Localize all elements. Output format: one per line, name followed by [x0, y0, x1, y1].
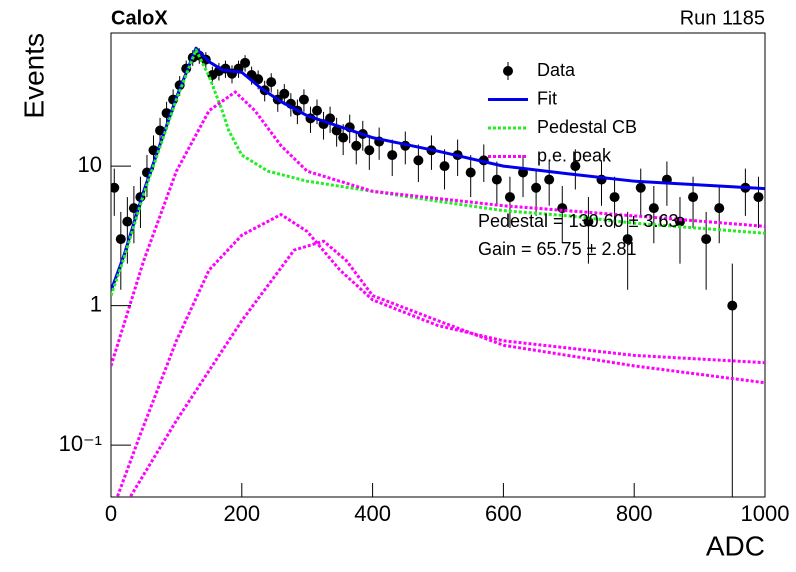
chart-title: CaloX	[111, 7, 168, 29]
plot-area	[111, 46, 765, 497]
chart-subtitle: Run 1185	[680, 7, 765, 29]
data-point	[688, 192, 699, 203]
data-point	[491, 174, 502, 185]
data-point	[413, 155, 424, 166]
y-axis-label: Events	[18, 33, 49, 119]
x-tick-label: 0	[105, 501, 117, 526]
annotation: Pedestal = 130.60 ± 3.63	[478, 211, 679, 231]
legend-label: Data	[537, 60, 576, 80]
x-axis-label: ADC	[706, 530, 765, 561]
data-point	[465, 167, 476, 178]
data-point	[111, 182, 120, 193]
data-point	[727, 300, 738, 311]
legend-label: Pedestal CB	[537, 117, 637, 137]
data-point	[439, 161, 450, 172]
data-point	[325, 113, 336, 124]
data-point	[351, 140, 362, 151]
plot-frame	[110, 32, 766, 498]
data-point	[674, 216, 685, 227]
y-tick-label: 10	[78, 152, 102, 177]
legend-label: p.e. peak	[537, 145, 612, 165]
data-point	[531, 182, 542, 193]
fit-curve	[111, 48, 765, 297]
fit-curve	[129, 239, 765, 497]
data-point	[312, 105, 323, 116]
data-point	[753, 192, 764, 203]
data-point	[504, 192, 515, 203]
y-tick-label: 1	[90, 291, 102, 316]
legend-label: Fit	[537, 88, 557, 108]
data-point	[622, 234, 633, 245]
x-tick-label: 1000	[741, 501, 790, 526]
data-point	[701, 234, 712, 245]
x-tick-label: 800	[616, 501, 653, 526]
x-tick-label: 400	[354, 501, 391, 526]
annotation: Gain = 65.75 ± 2.81	[478, 239, 637, 259]
data-point	[331, 125, 342, 136]
data-point	[570, 161, 581, 172]
data-point	[609, 192, 620, 203]
data-point	[266, 77, 277, 88]
data-point	[635, 182, 646, 193]
data-point	[714, 203, 725, 214]
data-point	[298, 94, 309, 105]
y-tick-label: 10⁻¹	[59, 431, 102, 456]
data-point	[544, 174, 555, 185]
data-point	[364, 145, 375, 156]
data-point	[115, 234, 126, 245]
data-point	[279, 88, 290, 99]
data-point	[240, 57, 251, 68]
x-tick-label: 200	[223, 501, 260, 526]
data-point	[648, 203, 659, 214]
legend-swatch	[503, 66, 513, 76]
data-point	[122, 216, 133, 227]
data-point	[253, 74, 264, 85]
data-point	[338, 132, 349, 143]
fit-curve	[111, 90, 765, 367]
x-tick-label: 600	[485, 501, 522, 526]
data-point	[387, 150, 398, 161]
fit-curve	[116, 213, 765, 497]
